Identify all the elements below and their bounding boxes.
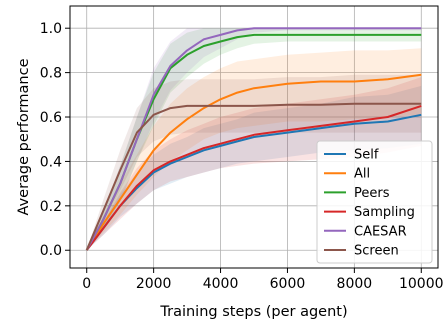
legend-box bbox=[316, 140, 433, 264]
x-tick-label: 2000 bbox=[136, 276, 172, 292]
legend-label-all: All bbox=[354, 167, 370, 182]
band-peers bbox=[86, 28, 422, 251]
y-tick-label: 0.4 bbox=[40, 154, 62, 170]
band-all bbox=[86, 48, 422, 251]
x-axis-label: Training steps (per agent) bbox=[159, 304, 347, 320]
band-screen bbox=[86, 74, 422, 251]
y-tick-label: 1.0 bbox=[40, 21, 62, 37]
plot-frame bbox=[69, 5, 439, 269]
legend-label-sampling: Sampling bbox=[354, 205, 415, 220]
legend-label-self: Self bbox=[354, 148, 379, 163]
band-self bbox=[86, 85, 422, 251]
x-axis-ticks: 0 2000 4000 6000 8000 10000 bbox=[82, 268, 444, 292]
y-axis-ticks: 0.0 0.2 0.4 0.6 0.8 1.0 bbox=[40, 21, 70, 259]
x-tick-label: 4000 bbox=[203, 276, 239, 292]
x-tick-label: 6000 bbox=[270, 276, 306, 292]
series-lines bbox=[85, 27, 422, 251]
legend-label-peers: Peers bbox=[354, 186, 390, 201]
confidence-bands bbox=[86, 28, 422, 251]
x-tick-label: 8000 bbox=[337, 276, 373, 292]
y-tick-label: 0.0 bbox=[40, 243, 62, 259]
legend-label-screen: Screen bbox=[354, 244, 399, 259]
grid bbox=[70, 6, 438, 268]
series-line-all bbox=[85, 73, 422, 251]
band-sampling bbox=[86, 77, 422, 251]
y-tick-label: 0.6 bbox=[40, 110, 62, 126]
legend-label-caesar: CAESAR bbox=[354, 224, 407, 239]
y-tick-label: 0.2 bbox=[40, 199, 62, 215]
x-tick-label: 10000 bbox=[399, 276, 444, 292]
legend: Self All Peers Sampling CAESAR Screen bbox=[316, 140, 433, 264]
y-tick-label: 0.8 bbox=[40, 66, 62, 82]
band-caesar bbox=[86, 28, 422, 251]
y-axis-label: Average performance bbox=[16, 58, 32, 215]
series-line-screen bbox=[85, 102, 422, 251]
x-tick-label: 0 bbox=[82, 276, 91, 292]
series-line-sampling bbox=[85, 104, 422, 251]
series-line-caesar bbox=[85, 27, 422, 251]
